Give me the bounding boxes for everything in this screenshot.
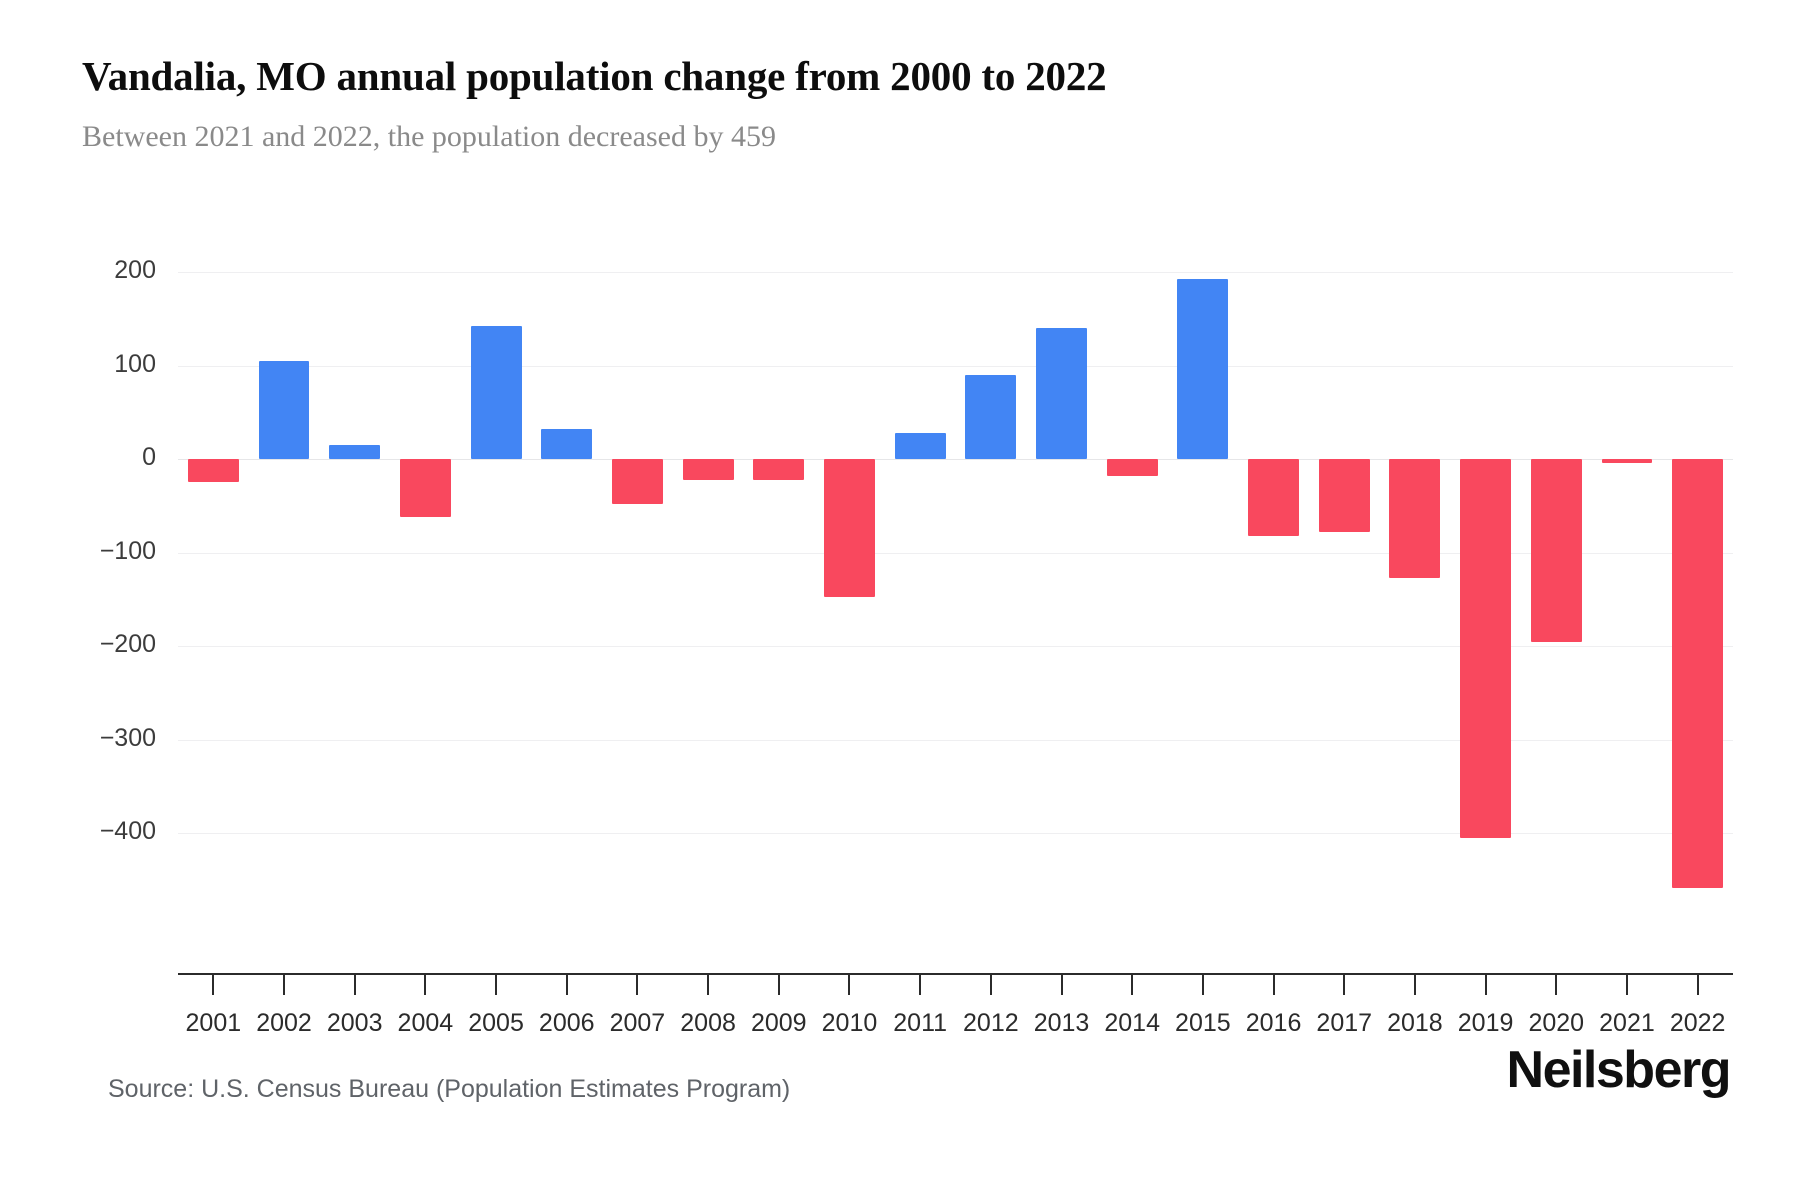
x-axis-tick	[707, 973, 710, 995]
x-axis-tick	[1060, 973, 1063, 995]
y-axis-tick-label: −300	[99, 723, 156, 752]
x-axis-tick	[919, 973, 922, 995]
bar-2022[interactable]	[1672, 459, 1724, 889]
x-axis-tick-label: 2005	[468, 1009, 524, 1037]
y-axis-tick-label: 0	[142, 443, 156, 472]
x-axis-tick-label: 2012	[963, 1009, 1019, 1037]
x-axis-tick	[777, 973, 780, 995]
x-axis-tick-label: 2006	[538, 1009, 595, 1037]
bar-2014[interactable]	[1106, 459, 1158, 476]
bar-2020[interactable]	[1530, 459, 1582, 643]
gridline	[178, 552, 1733, 554]
x-axis-tick	[424, 973, 427, 995]
x-axis-tick	[1484, 973, 1487, 995]
y-axis-tick-label: −100	[99, 536, 156, 565]
x-axis-line	[178, 973, 1733, 975]
x-axis-tick-label: 2007	[609, 1009, 666, 1037]
gridline	[178, 646, 1733, 648]
bar-2003[interactable]	[329, 445, 381, 460]
gridline	[178, 365, 1733, 367]
x-axis-tick	[1625, 973, 1628, 995]
x-axis-tick-label: 2016	[1245, 1009, 1302, 1037]
y-axis-tick-label: 200	[114, 256, 156, 285]
page-title: Vandalia, MO annual population change fr…	[82, 53, 1107, 99]
x-axis-tick-label: 2014	[1104, 1009, 1160, 1037]
bar-2011[interactable]	[894, 432, 946, 460]
bar-2008[interactable]	[682, 459, 734, 480]
x-axis-tick	[1131, 973, 1134, 995]
x-axis-tick	[212, 973, 215, 995]
zero-baseline	[178, 459, 1733, 461]
bar-2005[interactable]	[470, 326, 522, 460]
source-note: Source: U.S. Census Bureau (Population E…	[108, 1075, 791, 1103]
x-axis-tick	[1272, 973, 1275, 995]
bar-2017[interactable]	[1318, 459, 1370, 533]
x-axis-tick-label: 2020	[1528, 1009, 1585, 1037]
x-axis-tick	[1696, 973, 1699, 995]
x-axis-tick-label: 2018	[1387, 1009, 1443, 1037]
bar-2013[interactable]	[1036, 328, 1087, 460]
x-axis-tick-label: 2002	[256, 1009, 312, 1037]
x-axis-tick	[1413, 973, 1416, 995]
gridline	[178, 833, 1733, 835]
x-axis-tick	[636, 973, 639, 995]
bar-2004[interactable]	[399, 459, 451, 518]
x-axis-tick-label: 2011	[893, 1009, 948, 1037]
x-axis-tick	[565, 973, 568, 995]
x-axis-tick	[848, 973, 851, 995]
x-axis-tick-label: 2022	[1669, 1009, 1726, 1037]
bar-2007[interactable]	[611, 459, 663, 504]
bar-2006[interactable]	[541, 429, 593, 460]
x-axis-tick	[283, 973, 286, 995]
x-axis-tick	[989, 973, 992, 995]
gridline	[178, 272, 1733, 274]
bar-2019[interactable]	[1460, 459, 1512, 838]
bar-2015[interactable]	[1177, 278, 1229, 460]
y-axis-tick-label: −200	[99, 630, 156, 659]
x-axis-tick-label: 2004	[397, 1009, 454, 1037]
brand-logo: Neilsberg	[1506, 1041, 1732, 1099]
x-axis-tick-label: 2017	[1316, 1009, 1373, 1037]
bar-2002[interactable]	[258, 360, 310, 460]
gridline	[178, 739, 1733, 741]
plot-area	[178, 258, 1733, 908]
bar-2012[interactable]	[965, 374, 1017, 460]
bar-2009[interactable]	[753, 459, 805, 480]
x-axis-tick-label: 2021	[1599, 1009, 1655, 1037]
x-axis-tick-label: 2013	[1033, 1009, 1090, 1037]
x-axis-tick	[1201, 973, 1204, 995]
x-axis-tick-label: 2008	[680, 1009, 736, 1037]
y-axis-tick-label: −400	[99, 817, 156, 846]
bar-2016[interactable]	[1248, 459, 1299, 536]
x-axis-tick-label: 2015	[1175, 1009, 1231, 1037]
bar-2001[interactable]	[187, 459, 239, 483]
x-axis-tick	[353, 973, 356, 995]
bar-2018[interactable]	[1389, 459, 1441, 578]
x-axis-tick-label: 2009	[750, 1009, 807, 1037]
x-axis-tick-label: 2010	[821, 1009, 878, 1037]
bar-2021[interactable]	[1601, 459, 1653, 463]
x-axis-tick-label: 2019	[1457, 1009, 1514, 1037]
y-axis-tick-label: 100	[114, 349, 156, 378]
x-axis-tick-label: 2003	[326, 1009, 383, 1037]
chart-subtitle: Between 2021 and 2022, the population de…	[82, 120, 776, 153]
x-axis-tick	[1343, 973, 1346, 995]
x-axis-tick	[495, 973, 498, 995]
bar-2010[interactable]	[824, 459, 875, 597]
x-axis-tick-label: 2001	[185, 1009, 242, 1037]
x-axis-tick	[1555, 973, 1558, 995]
